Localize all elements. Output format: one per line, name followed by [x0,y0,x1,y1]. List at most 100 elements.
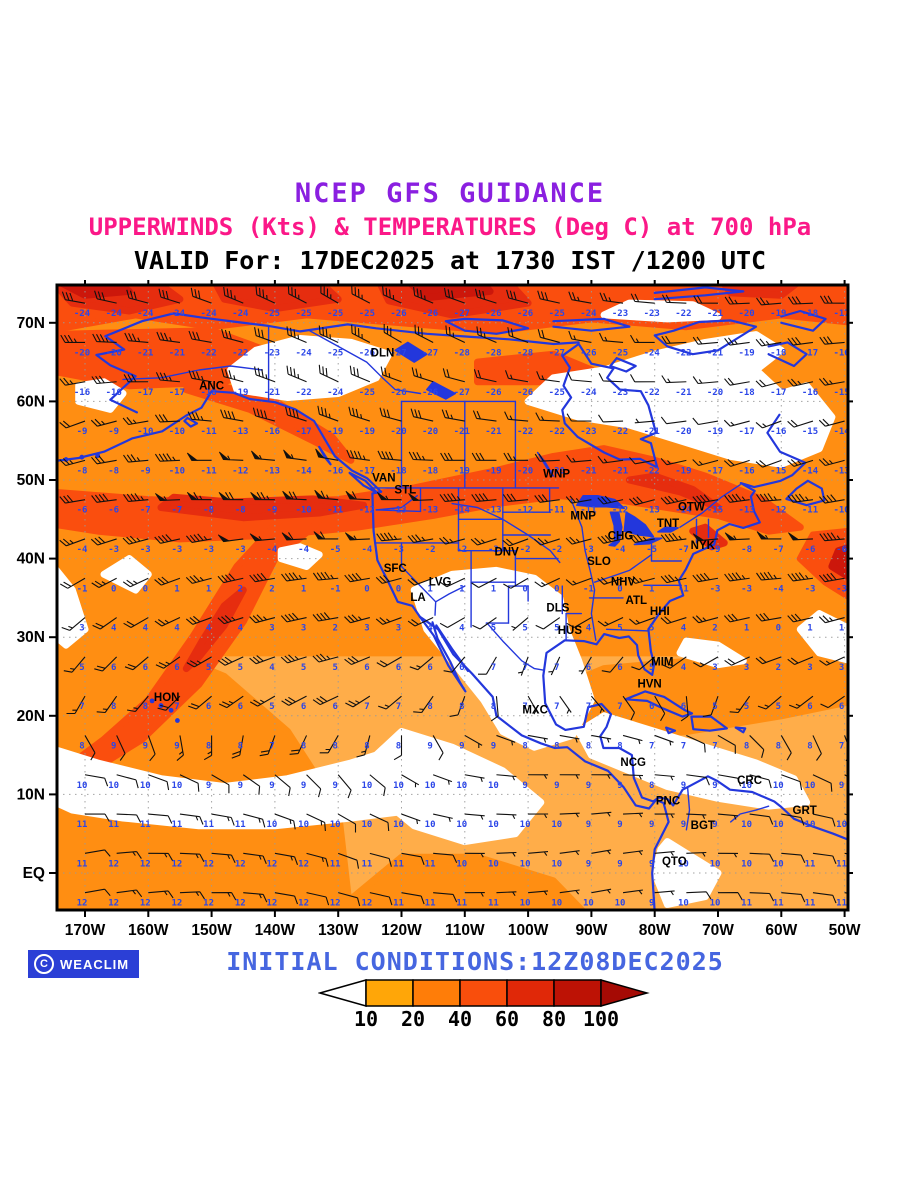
station-label: QTO [662,856,687,868]
temperature-value: 8 [586,741,591,751]
station-label: HHI [650,606,670,618]
station-label: PNC [656,796,680,808]
temperature-value: -2 [488,545,499,555]
temperature-value: 9 [111,741,116,751]
temperature-value: 8 [79,741,84,751]
temperature-value: -4 [361,545,372,555]
temperature-value: -16 [833,348,849,358]
temperature-value: -23 [264,348,280,358]
legend-value-label: 10 [354,1007,378,1029]
temperature-value: -21 [169,348,185,358]
temperature-value: 9 [586,781,591,791]
temperature-value: -20 [707,388,723,398]
temperature-value: -27 [454,388,470,398]
temperature-value: 6 [111,663,116,673]
temperature-value: 1 [427,584,432,594]
temperature-value: 7 [554,663,559,673]
temperature-value: 11 [741,899,752,909]
temperature-value: -14 [675,506,692,516]
temperature-value: -14 [295,466,312,476]
temperature-value: -7 [678,545,689,555]
temperature-value: 10 [108,781,119,791]
temperature-value: -3 [108,545,119,555]
legend-value-label: 60 [495,1007,519,1029]
temperature-value: 6 [396,663,401,673]
temperature-value: 12 [330,899,341,909]
temperature-value: 10 [710,859,721,869]
temperature-value: 6 [238,702,243,712]
temperature-value: 9 [206,781,211,791]
temperature-value: 4 [238,624,244,634]
temperature-value: -4 [77,545,88,555]
wind-speed-shading-layer [57,285,848,910]
temperature-value: 10 [361,820,372,830]
temperature-value: 10 [615,899,626,909]
temperature-value: -20 [675,427,691,437]
temperature-value: 6 [206,702,211,712]
temperature-value: 10 [171,781,182,791]
temperature-value: -16 [264,427,280,437]
temperature-value: -17 [137,388,153,398]
temperature-value: 0 [364,584,369,594]
lon-tick-label: 120W [381,922,422,939]
temperature-value: -7 [140,506,151,516]
temperature-value: -26 [485,309,501,319]
lat-tick-label: EQ [23,865,45,882]
temperature-value: 11 [773,899,784,909]
temperature-value: -18 [200,388,216,398]
legend-value-label: 80 [542,1007,566,1029]
temperature-value: -4 [298,545,309,555]
station-label: ATL [626,595,648,607]
lon-tick-label: 140W [255,922,296,939]
temperature-value: -23 [644,309,660,319]
temperature-value: -25 [295,309,311,319]
temperature-value: 8 [776,741,781,751]
temperature-value: 7 [522,663,527,673]
lat-tick-label: 60N [17,393,45,410]
temperature-value: 7 [617,702,622,712]
legend-color-box [459,979,508,1007]
temperature-value: -22 [295,388,311,398]
temperature-value: -11 [580,506,596,516]
temperature-value: 8 [807,741,812,751]
station-label: HVN [637,679,661,691]
chart-title: NCEP GFS GUIDANCE [294,178,606,209]
temperature-value: 11 [456,899,467,909]
temperature-value: 3 [839,663,844,673]
temperature-value: 9 [269,781,274,791]
temperature-value: 4 [111,624,117,634]
wind-speed-legend: 10 20 40 60 80 100 [318,979,650,1029]
legend-value-label: 40 [448,1007,472,1029]
temperature-value: -13 [390,506,406,516]
temperature-value: 8 [427,702,432,712]
temperature-value: -18 [390,466,406,476]
station-label: WNP [543,469,570,481]
temperature-value: 10 [393,781,404,791]
temperature-value: 9 [649,859,654,869]
temperature-value: -13 [644,506,660,516]
temperature-value: -24 [169,309,186,319]
temperature-value: -24 [74,309,91,319]
temperature-value: -25 [549,309,565,319]
temperature-value: -19 [327,427,343,437]
temperature-value: -8 [77,466,88,476]
temperature-value: -22 [517,427,533,437]
temperature-value: 7 [839,741,844,751]
temperature-value: 9 [617,859,622,869]
temperature-value: 2 [238,584,243,594]
temperature-value: 9 [238,781,243,791]
temperature-value: 12 [77,899,88,909]
temperature-value: 9 [617,781,622,791]
copyright-icon: C [34,954,54,974]
station-label: MXC [522,704,548,716]
temperature-value: -21 [580,466,596,476]
temperature-value: 0 [111,584,116,594]
temperature-value: 5 [269,702,274,712]
temperature-value: -25 [549,388,565,398]
temperature-value: 11 [203,820,214,830]
temperature-value: -4 [773,584,784,594]
temperature-value: -20 [422,427,438,437]
temperature-value: 7 [269,741,274,751]
